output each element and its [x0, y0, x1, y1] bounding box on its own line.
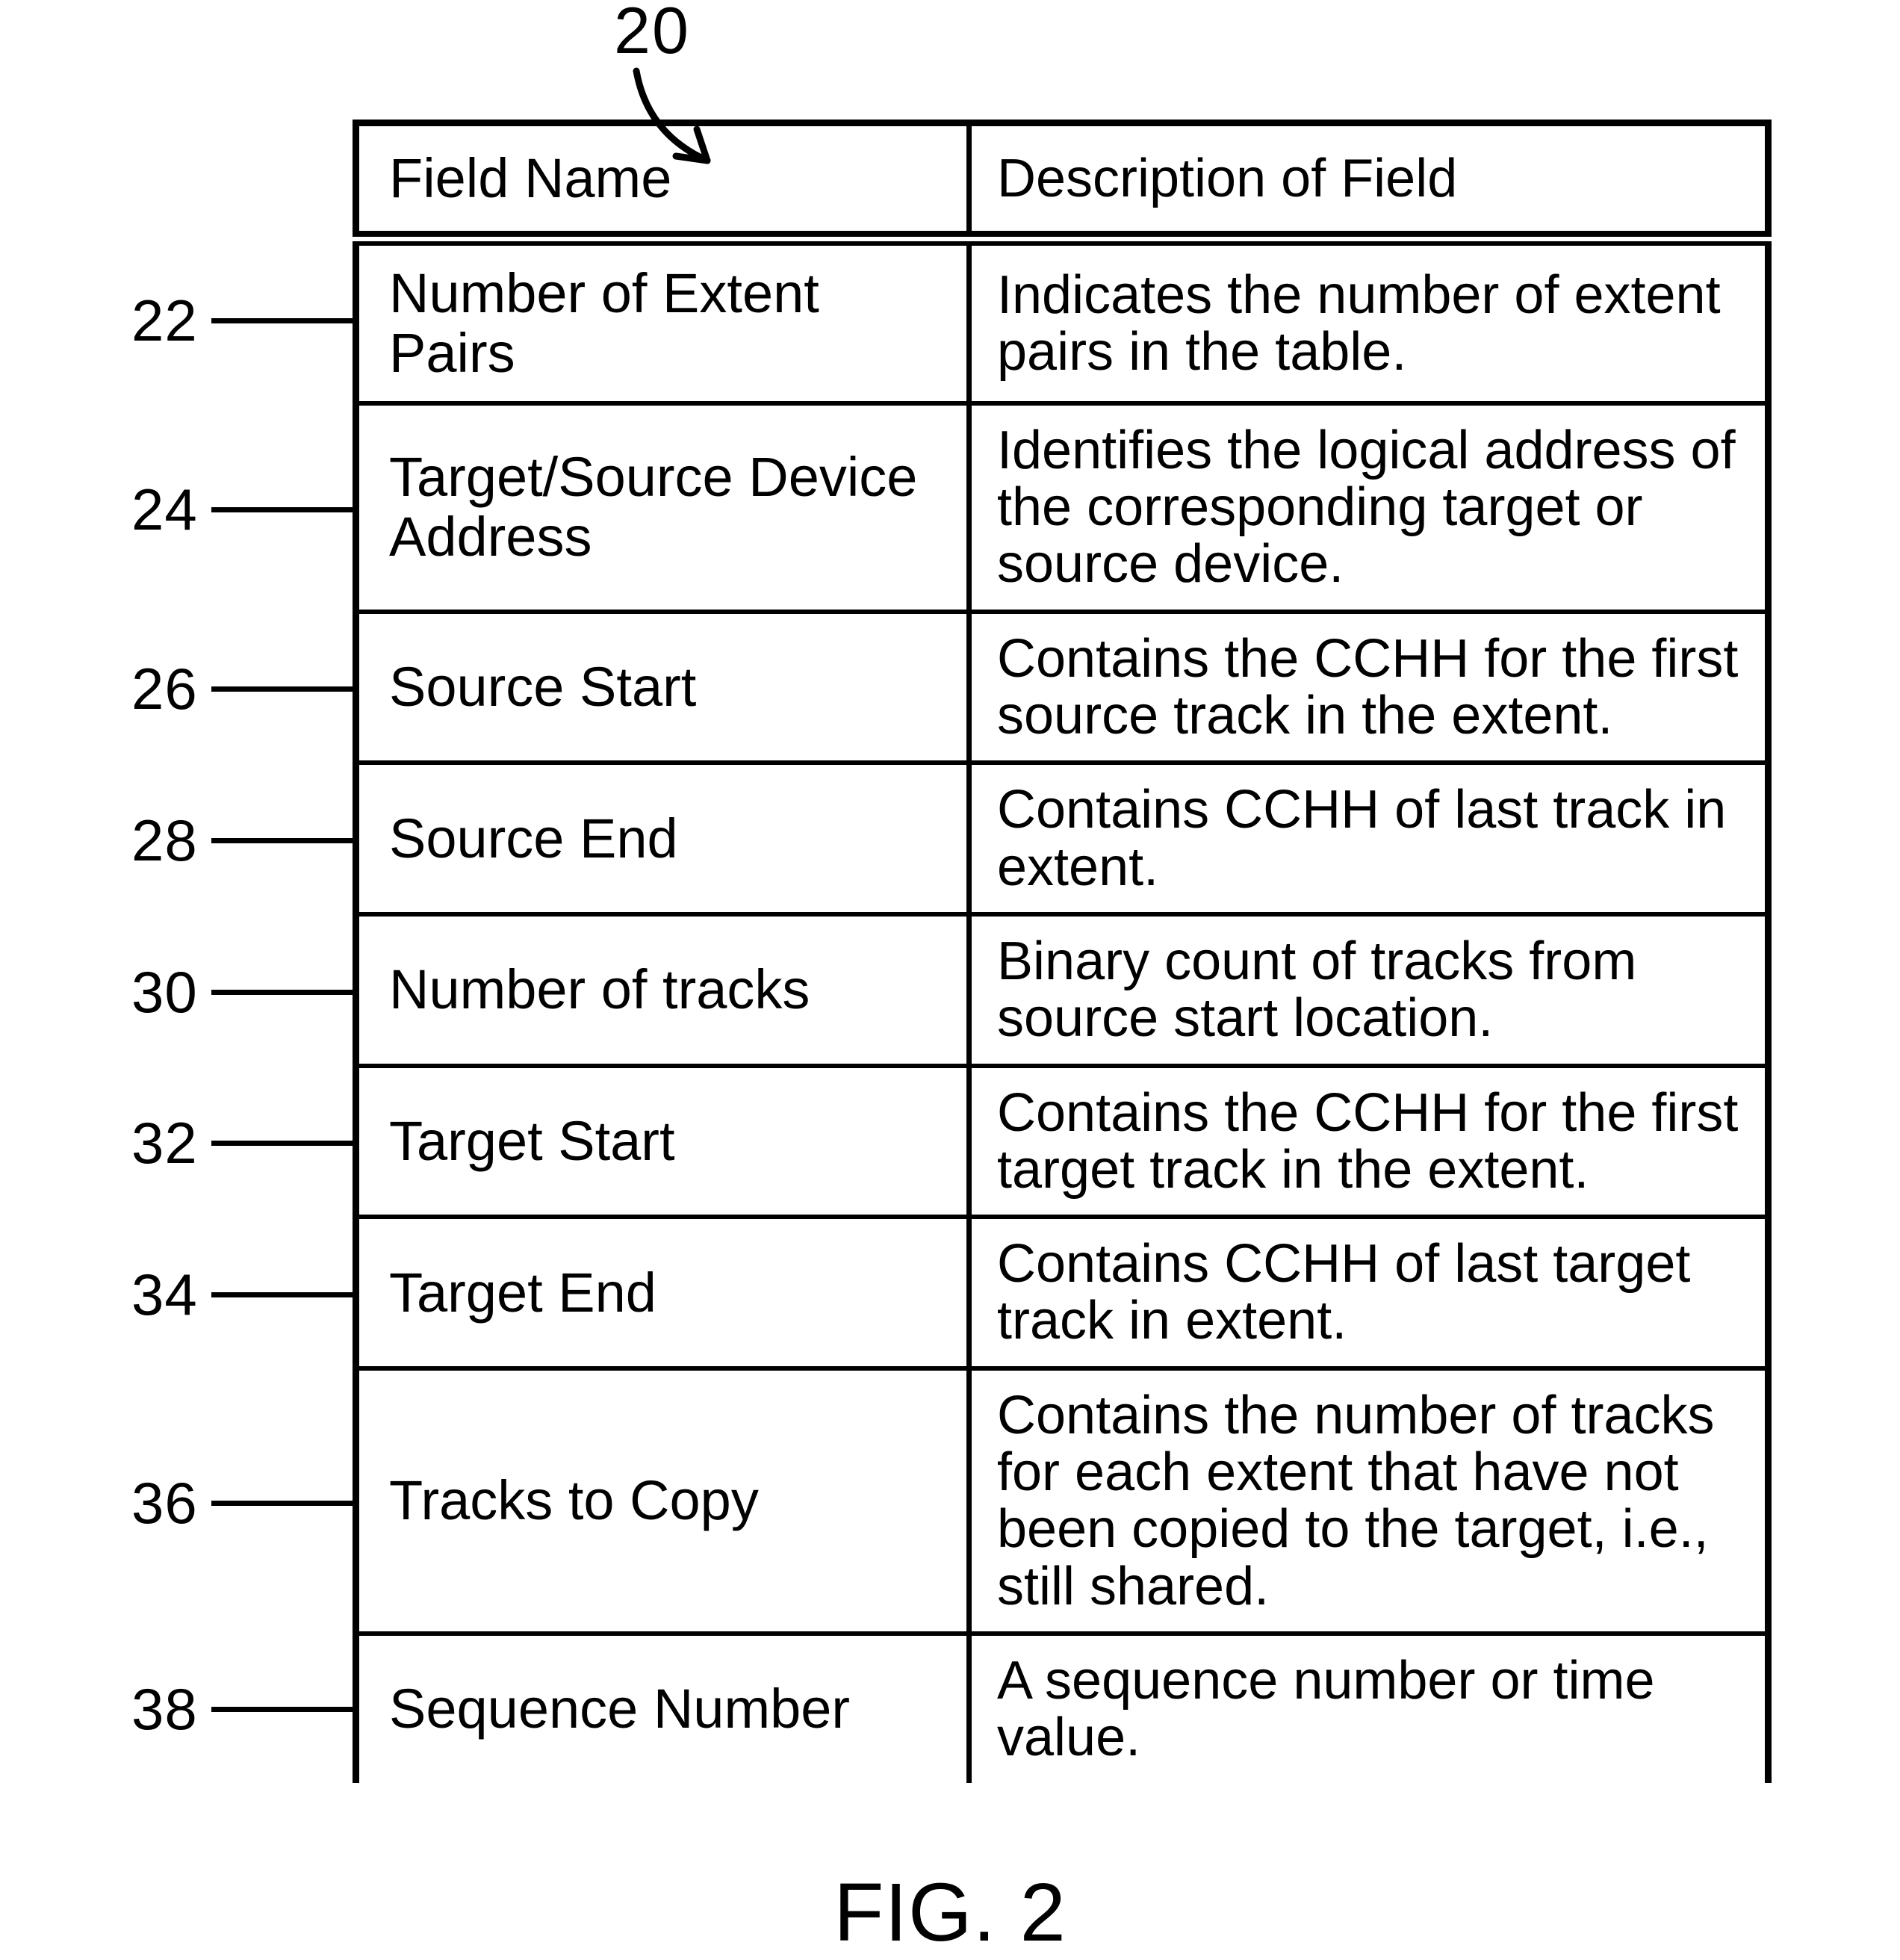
table-header: Field Name Description of Field: [353, 120, 1772, 237]
row-label-gutter: 30: [128, 958, 353, 1026]
table-row-cells: Source End Contains CCHH of last track i…: [353, 765, 1772, 917]
field-name-cell: Target Start: [359, 1068, 972, 1215]
field-name-cell: Sequence Number: [359, 1636, 972, 1783]
table-row-cells: Target/Source Device Address Identifies …: [353, 406, 1772, 614]
field-name-cell: Target End: [359, 1219, 972, 1366]
row-reference-number: 38: [128, 1675, 198, 1743]
row-label-gutter: [128, 178, 353, 179]
field-description-cell: Contains the number of tracks for each e…: [972, 1371, 1765, 1631]
leader-line-icon: [211, 318, 353, 323]
leader-line-icon: [211, 1501, 353, 1506]
leader-line-icon: [211, 1141, 353, 1146]
table-row: 22 Number of Extent Pairs Indicates the …: [128, 237, 1772, 406]
table-row: 36 Tracks to Copy Contains the number of…: [128, 1371, 1772, 1636]
row-reference-number: 30: [128, 958, 198, 1026]
field-description-cell: Binary count of tracks from source start…: [972, 917, 1765, 1064]
row-label-gutter: 22: [128, 287, 353, 355]
row-reference-number: 24: [128, 476, 198, 544]
row-label-gutter: 32: [128, 1109, 353, 1177]
row-reference-number: 26: [128, 655, 198, 723]
row-reference-number: 36: [128, 1469, 198, 1537]
field-description-cell: Identifies the logical address of the co…: [972, 406, 1765, 610]
field-description-cell: Contains the CCHH for the first source t…: [972, 614, 1765, 761]
row-label-gutter: 34: [128, 1261, 353, 1329]
table-row-cells: Target Start Contains the CCHH for the f…: [353, 1068, 1772, 1220]
table-row: 24 Target/Source Device Address Identifi…: [128, 406, 1772, 614]
row-label-gutter: 38: [128, 1675, 353, 1743]
row-reference-number: 34: [128, 1261, 198, 1329]
field-description-cell: Indicates the number of extent pairs in …: [972, 246, 1765, 401]
figure-caption: FIG. 2: [128, 1865, 1772, 1960]
leader-line-icon: [211, 507, 353, 512]
page: 20 Field Name Description of Field 22 Nu…: [0, 0, 1900, 1793]
table-row: 34 Target End Contains CCHH of last targ…: [128, 1219, 1772, 1371]
row-label-gutter: 24: [128, 476, 353, 544]
leader-line-icon: [211, 686, 353, 692]
table-row: 38 Sequence Number A sequence number or …: [128, 1636, 1772, 1783]
figure-reference-number: 20: [614, 0, 690, 69]
leader-line-icon: [211, 1292, 353, 1297]
row-reference-number: 22: [128, 287, 198, 355]
row-reference-number: 28: [128, 807, 198, 875]
row-reference-number: 32: [128, 1109, 198, 1177]
leader-line-icon: [211, 1707, 353, 1712]
field-name-cell: Target/Source Device Address: [359, 406, 972, 610]
leader-line-icon: [211, 838, 353, 843]
table-row-cells: Number of Extent Pairs Indicates the num…: [353, 246, 1772, 406]
row-label-gutter: 28: [128, 807, 353, 875]
field-description-cell: Contains CCHH of last target track in ex…: [972, 1219, 1765, 1366]
table-row: 30 Number of tracks Binary count of trac…: [128, 917, 1772, 1068]
table-row: 32 Target Start Contains the CCHH for th…: [128, 1068, 1772, 1220]
field-name-cell: Tracks to Copy: [359, 1371, 972, 1631]
field-name-cell: Number of Extent Pairs: [359, 246, 972, 401]
header-field-name: Field Name: [359, 126, 972, 231]
table-row: 28 Source End Contains CCHH of last trac…: [128, 765, 1772, 917]
table-row: 26 Source Start Contains the CCHH for th…: [128, 614, 1772, 766]
field-description-cell: Contains CCHH of last track in extent.: [972, 765, 1765, 912]
table-row-cells: Source Start Contains the CCHH for the f…: [353, 614, 1772, 766]
table-row-cells: Number of tracks Binary count of tracks …: [353, 917, 1772, 1068]
table-row-cells: Target End Contains CCHH of last target …: [353, 1219, 1772, 1371]
field-name-cell: Number of tracks: [359, 917, 972, 1064]
row-label-gutter: 26: [128, 655, 353, 723]
field-description-cell: Contains the CCHH for the first target t…: [972, 1068, 1765, 1215]
field-name-cell: Source End: [359, 765, 972, 912]
leader-line-icon: [211, 990, 353, 995]
field-description-cell: A sequence number or time value.: [972, 1636, 1765, 1783]
header-field-description: Description of Field: [972, 126, 1765, 231]
table-row-cells: Tracks to Copy Contains the number of tr…: [353, 1371, 1772, 1636]
figure: 20 Field Name Description of Field 22 Nu…: [128, 120, 1772, 1960]
field-name-cell: Source Start: [359, 614, 972, 761]
table-row-cells: Sequence Number A sequence number or tim…: [353, 1636, 1772, 1783]
row-label-gutter: 36: [128, 1469, 353, 1537]
table-header-row: Field Name Description of Field: [128, 120, 1772, 237]
